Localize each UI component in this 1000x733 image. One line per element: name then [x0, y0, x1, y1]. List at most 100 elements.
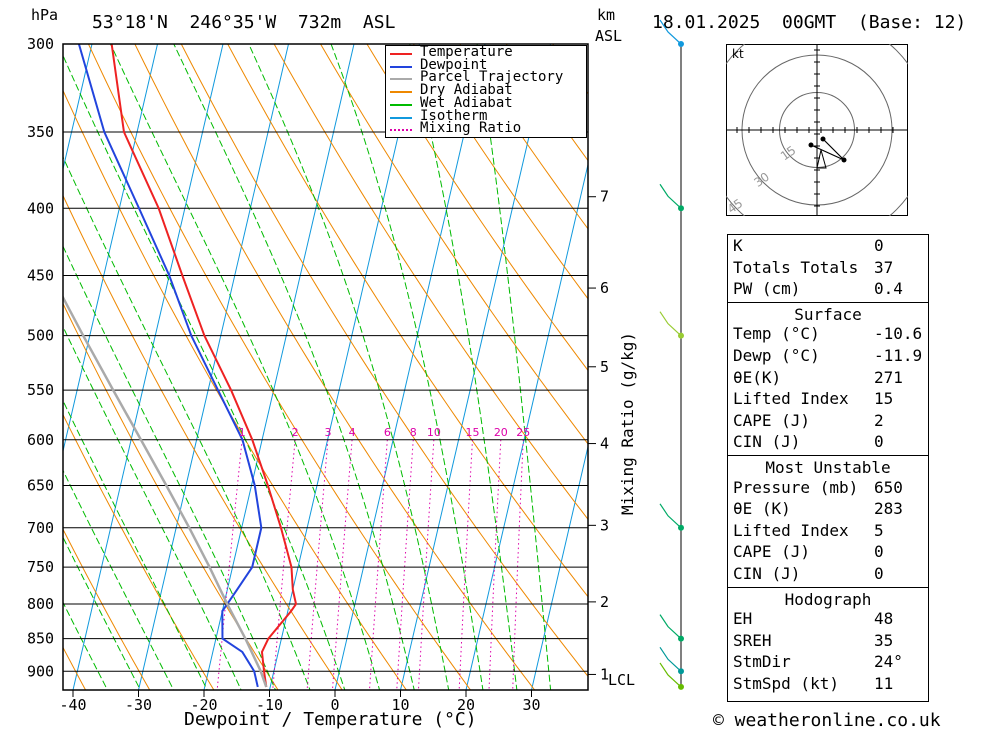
mixing-ratio-line: [306, 439, 329, 690]
pressure-tick-label: 600: [27, 431, 54, 449]
table-row-label: θE (K): [733, 499, 791, 519]
table-row-value: 5: [874, 520, 884, 540]
table-row: θE (K) 283: [728, 498, 928, 519]
mixing-ratio-line: [396, 439, 414, 690]
km-tick-label: 6: [600, 279, 609, 297]
km-tick-label: 2: [600, 593, 609, 611]
pressure-lines: [63, 43, 588, 672]
table-row-label: Pressure (mb): [733, 477, 859, 497]
table-row: Temp (°C) -10.6: [728, 323, 928, 344]
indices-table: K 0 Totals Totals 37 PW (cm) 0.4 Surface Temp (…: [727, 234, 929, 702]
isotherm-line: [0, 44, 27, 690]
table-separator: [728, 586, 928, 588]
mixing-ratio-label: 6: [384, 426, 391, 439]
table-row-value: 283: [874, 499, 903, 519]
table-separator: [728, 301, 928, 303]
table-row-label: Dewp (°C): [733, 346, 820, 365]
legend-entry: Mixing Ratio: [390, 120, 585, 137]
copyright: © weatheronline.co.uk: [713, 710, 941, 731]
mixing-ratio-line: [512, 439, 524, 690]
pressure-tick-label: 300: [27, 35, 54, 53]
mixing-ratio-line: [272, 439, 296, 690]
wind-barb: [659, 662, 682, 688]
isotherm-line: [531, 444, 588, 690]
x-tick-label: 20: [457, 696, 475, 714]
table-row: CAPE (J) 0: [728, 541, 928, 562]
table-row-value: 0: [874, 542, 884, 562]
wet-adiabat-line: [63, 601, 109, 690]
isotherm-line: [63, 44, 158, 454]
table-row-label: StmSpd (kt): [733, 674, 839, 693]
table-row-value: 37: [874, 257, 894, 277]
legend-swatch: [390, 91, 412, 94]
isotherm-line: [597, 44, 720, 690]
legend-swatch: [390, 103, 412, 106]
dry-adiabat-line: [63, 528, 151, 690]
table-row: EH 48: [728, 608, 928, 629]
wet-adiabat-line: [63, 155, 311, 690]
pressure-tick-label: 750: [27, 558, 54, 576]
table-row-value: 0: [874, 236, 884, 255]
pressure-tick-label: 800: [27, 595, 54, 613]
wet-adiabat-line: [63, 54, 346, 690]
station-location: 53°18'N 246°35'W 732m ASL: [92, 12, 396, 33]
table-row-value: 650: [874, 477, 903, 497]
mixing-ratio-line: [331, 439, 353, 690]
pressure-tick-label: 400: [27, 199, 54, 217]
pressure-tick-label: 500: [27, 327, 54, 345]
pressure-tick-label: 850: [27, 630, 54, 648]
legend-label: Mixing Ratio: [420, 120, 522, 137]
dry-adiabat-line: [227, 44, 588, 598]
dry-adiabat-line: [692, 44, 720, 690]
legend-swatch: [390, 116, 412, 119]
hodograph-point: [820, 136, 826, 142]
table-row-value: 271: [874, 367, 903, 387]
table-row-label: StmDir: [733, 652, 791, 672]
x-tick-label: -40: [59, 696, 86, 714]
isotherm-line: [465, 162, 588, 690]
table-row-label: PW (cm): [733, 279, 801, 299]
hodograph-point: [841, 157, 847, 163]
table-row-value: 15: [874, 389, 894, 409]
mixing-ratio-label: 20: [494, 426, 508, 439]
hodograph-point: [808, 142, 814, 148]
table-row: CAPE (J) 2: [728, 410, 928, 431]
table-row-label: EH: [733, 609, 753, 629]
legend-entry: Parcel Trajectory: [390, 69, 585, 85]
skew-t-diagram: 300350400450500550600650700750800850900-…: [0, 19, 720, 714]
pressure-tick-label: 900: [27, 662, 54, 680]
hpa-axis-title: hPa: [31, 6, 59, 24]
dry-adiabat-line: [134, 44, 536, 690]
mixing-ratio-axis-label: Mixing Ratio (g/kg): [618, 331, 637, 515]
asl-axis-title: ASL: [595, 27, 623, 45]
table-row: SREH 35: [728, 630, 928, 651]
dry-adiabat-line: [366, 44, 588, 372]
mixing-ratio-label: 10: [427, 426, 441, 439]
wind-barb: [659, 614, 682, 640]
table-row: Totals Totals 37: [728, 257, 928, 278]
dry-adiabat-line: [412, 44, 588, 300]
isotherm-line: [72, 44, 224, 690]
pressure-tick-label: 700: [27, 519, 54, 537]
legend-swatch: [390, 78, 412, 81]
table-section-title: Surface: [794, 304, 862, 324]
x-tick-label: -30: [125, 696, 152, 714]
legend-label: Temperature: [420, 44, 513, 60]
wind-barb: [659, 503, 682, 529]
x-axis-title: Dewpoint / Temperature (°C): [184, 709, 477, 730]
pressure-tick-label: 450: [27, 267, 54, 285]
legend-swatch: [390, 53, 412, 55]
x-tick-label: 30: [522, 696, 540, 714]
lcl-label: LCL: [608, 671, 635, 689]
mixing-ratio-label: 15: [466, 426, 480, 439]
table-row-value: 0: [874, 432, 884, 452]
dry-adiabat-line: [0, 44, 21, 690]
legend-swatch: [390, 65, 412, 68]
legend-label: Dry Adiabat: [420, 82, 513, 99]
table-section-title: Hodograph: [784, 589, 872, 609]
temperature-line: [110, 44, 298, 688]
table-row-label: CIN (J): [733, 432, 801, 452]
profile-series: [63, 44, 298, 688]
table-row: Pressure (mb) 650: [728, 477, 928, 498]
